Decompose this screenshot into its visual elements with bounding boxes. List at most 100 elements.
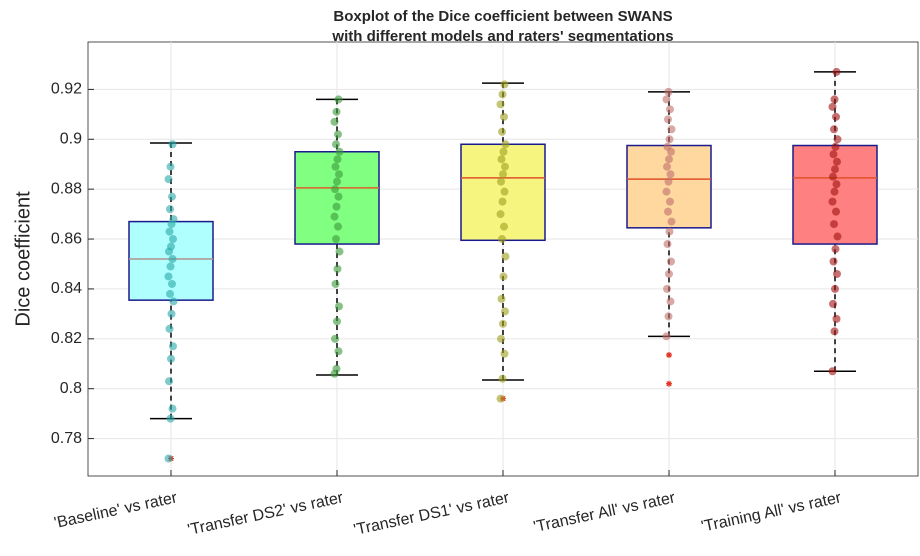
data-point xyxy=(666,105,674,114)
data-point xyxy=(168,404,177,413)
data-point xyxy=(501,140,510,149)
data-point xyxy=(663,284,671,293)
data-point xyxy=(662,95,671,104)
data-point xyxy=(332,364,341,373)
data-point xyxy=(832,180,841,189)
data-point xyxy=(832,112,840,121)
outlier xyxy=(666,380,672,387)
x-tick-label: 'Transfer All' vs rater xyxy=(532,489,677,536)
data-point xyxy=(335,302,343,311)
data-point xyxy=(667,125,676,134)
data-point xyxy=(831,142,840,151)
data-point xyxy=(498,235,506,244)
data-point xyxy=(499,147,508,156)
data-point xyxy=(335,147,344,156)
data-point xyxy=(335,247,344,256)
data-point xyxy=(330,212,339,221)
x-tick-label: 'Transfer DS1' vs rater xyxy=(352,489,511,539)
x-tick-label: 'Transfer DS2' vs rater xyxy=(186,489,345,539)
data-point xyxy=(169,342,177,351)
data-point xyxy=(165,324,174,333)
data-point xyxy=(829,150,838,159)
data-point xyxy=(665,155,673,164)
data-point xyxy=(334,222,342,231)
data-point xyxy=(497,177,505,186)
data-point xyxy=(829,299,837,308)
x-tick-label: 'Baseline' vs rater xyxy=(53,489,180,532)
data-point xyxy=(168,279,176,288)
data-point xyxy=(334,347,343,356)
data-point xyxy=(166,205,174,214)
data-point xyxy=(497,294,506,303)
data-point xyxy=(666,297,675,306)
data-point xyxy=(663,240,672,249)
data-point xyxy=(664,177,673,186)
y-axis-label: Dice coefficient xyxy=(12,191,34,327)
data-point xyxy=(330,117,339,126)
data-point xyxy=(666,170,675,179)
data-point xyxy=(333,155,342,164)
data-point xyxy=(667,257,675,266)
data-point xyxy=(665,135,674,144)
data-point xyxy=(831,165,839,174)
data-point xyxy=(664,312,673,321)
data-point xyxy=(831,284,839,293)
data-point xyxy=(168,140,177,149)
y-tick-label: 0.86 xyxy=(51,230,82,247)
data-point xyxy=(500,187,509,196)
data-point xyxy=(498,197,507,206)
data-point xyxy=(166,414,175,423)
data-point xyxy=(497,334,505,343)
data-point xyxy=(166,262,175,271)
chart-title: with different models and raters' segmen… xyxy=(331,28,673,45)
data-point xyxy=(498,374,507,383)
data-point xyxy=(666,197,674,206)
y-tick-label: 0.8 xyxy=(60,380,82,397)
data-point xyxy=(662,187,671,196)
data-point xyxy=(667,217,676,226)
data-point xyxy=(164,454,173,463)
data-point xyxy=(501,307,509,316)
data-point xyxy=(332,140,340,149)
data-point xyxy=(663,142,672,151)
outlier xyxy=(666,352,672,359)
data-point xyxy=(830,327,839,336)
data-point xyxy=(169,297,178,306)
data-point xyxy=(497,155,506,164)
data-point xyxy=(334,192,343,201)
data-point xyxy=(500,349,509,358)
data-point xyxy=(334,130,342,139)
data-point xyxy=(663,162,671,171)
data-point xyxy=(499,272,508,281)
data-point xyxy=(331,334,339,343)
data-point xyxy=(828,102,837,111)
data-point xyxy=(830,187,839,196)
y-tick-label: 0.9 xyxy=(60,130,82,147)
data-point xyxy=(829,172,837,181)
data-point xyxy=(664,207,672,216)
data-point xyxy=(501,252,510,261)
chart-title: Boxplot of the Dice coefficient between … xyxy=(333,8,672,25)
data-point xyxy=(833,232,842,241)
data-point xyxy=(833,157,841,166)
data-point xyxy=(832,207,840,216)
data-point xyxy=(500,80,509,89)
data-point xyxy=(833,269,841,278)
x-tick-label: 'Training All' vs rater xyxy=(700,489,844,535)
data-point xyxy=(168,192,176,201)
data-point xyxy=(333,264,342,273)
data-point xyxy=(333,177,341,186)
data-point xyxy=(332,235,340,244)
data-point xyxy=(831,245,840,254)
data-point xyxy=(501,162,509,171)
data-point xyxy=(832,67,841,76)
data-point xyxy=(167,354,175,363)
data-point xyxy=(169,215,178,224)
data-point xyxy=(664,115,672,124)
data-point xyxy=(830,125,838,134)
data-point xyxy=(166,162,175,171)
data-point xyxy=(331,162,340,171)
data-point xyxy=(665,269,673,278)
data-point xyxy=(165,377,173,386)
data-point xyxy=(335,170,343,179)
